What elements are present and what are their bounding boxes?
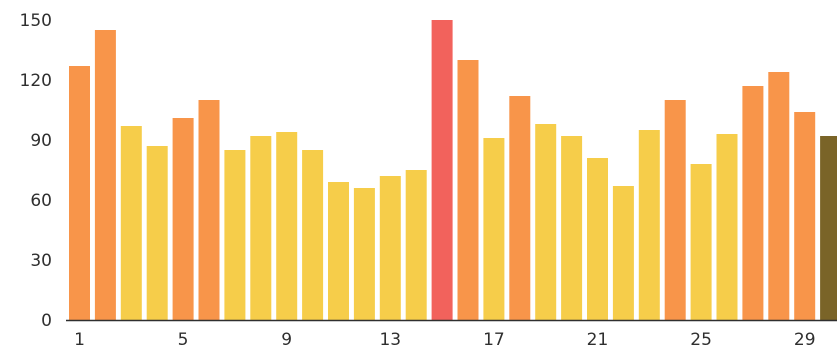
bar xyxy=(146,146,168,320)
bar xyxy=(120,126,142,320)
bar xyxy=(690,164,712,320)
bar xyxy=(94,30,116,320)
bar xyxy=(379,176,401,320)
x-tick-label: 1 xyxy=(74,330,85,350)
x-tick-label: 5 xyxy=(178,330,189,350)
bar xyxy=(742,86,764,320)
x-tick-label: 25 xyxy=(690,330,712,350)
y-tick-label: 150 xyxy=(20,11,52,31)
bar xyxy=(69,66,90,320)
y-tick-label: 30 xyxy=(30,251,52,271)
bar xyxy=(535,124,557,320)
bar xyxy=(328,182,349,320)
bar xyxy=(250,136,272,320)
bar xyxy=(302,150,324,320)
x-axis: 1 5 9 13 17 21 25 29 xyxy=(66,319,837,350)
bar xyxy=(198,100,220,320)
bar xyxy=(483,138,505,320)
bar xyxy=(172,118,194,320)
bar xyxy=(276,132,298,320)
bar xyxy=(353,188,375,320)
y-tick-label: 0 xyxy=(41,311,52,331)
x-tick-label: 17 xyxy=(483,330,505,350)
x-tick-label: 9 xyxy=(281,330,292,350)
bars xyxy=(69,20,837,320)
bar xyxy=(587,158,608,320)
bar xyxy=(820,136,837,320)
y-axis: 0 30 60 90 120 150 xyxy=(20,11,52,331)
y-tick-label: 120 xyxy=(20,71,52,91)
y-tick-label: 90 xyxy=(30,131,52,151)
bar xyxy=(224,150,246,320)
bar xyxy=(509,96,531,320)
bar xyxy=(768,72,790,320)
x-tick-label: 13 xyxy=(379,330,401,350)
bar xyxy=(638,130,660,320)
bar xyxy=(716,134,738,320)
bar xyxy=(405,170,427,320)
bar xyxy=(457,60,479,320)
x-tick-label: 21 xyxy=(587,330,609,350)
x-tick-label: 29 xyxy=(794,330,816,350)
bar xyxy=(431,20,453,320)
bar xyxy=(794,112,816,320)
bar xyxy=(561,136,583,320)
bar xyxy=(612,186,634,320)
bar xyxy=(664,100,686,320)
y-tick-label: 60 xyxy=(30,191,52,211)
